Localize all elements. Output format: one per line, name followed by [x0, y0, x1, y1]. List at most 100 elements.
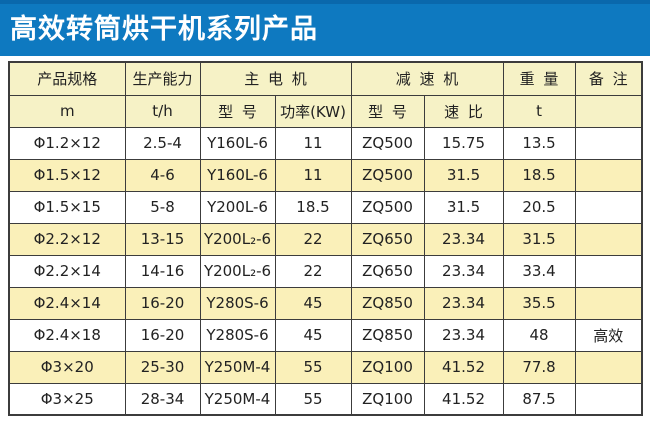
product-spec-table: 产品规格 生产能力主 电 机减 速 机重 量备 注 m t/h 型 号功率(KW) 型 …	[8, 61, 644, 416]
table-cell: 41.52	[423, 350, 504, 384]
table-cell: Φ1.5×12	[8, 158, 126, 192]
table-cell	[574, 126, 643, 160]
table-row: Φ2.2×14 14-16 Y200L₂-6 22 ZQ650 23.34 33.4	[8, 254, 643, 288]
table-cell: 高效	[574, 318, 643, 352]
table-cell: 11	[274, 158, 352, 192]
table-cell: Y200L-6	[199, 190, 276, 224]
table-cell: ZQ650	[350, 222, 425, 256]
table-cell: 22	[274, 254, 352, 288]
table-cell: 31.5	[423, 158, 504, 192]
table-cell	[574, 222, 643, 256]
table-row: Φ2.2×12 13-15 Y200L₂-6 22 ZQ650 23.34 31.5	[8, 222, 643, 256]
header-unit-cell: 速 比	[423, 94, 504, 128]
table-cell: 87.5	[502, 382, 576, 416]
table-cell: ZQ100	[350, 382, 425, 416]
table-cell: 14-16	[124, 254, 201, 288]
page-title: 高效转筒烘干机系列产品	[10, 13, 318, 45]
table-cell: 31.5	[423, 190, 504, 224]
table-cell: Φ3×25	[8, 382, 126, 416]
table-cell: Y160L-6	[199, 126, 276, 160]
table-body: Φ1.2×12 2.5-4 Y160L-6 11 ZQ500 15.75 13.5 Φ1.5×…	[8, 126, 643, 416]
table-cell: 55	[274, 350, 352, 384]
table-cell: 45	[274, 286, 352, 320]
table-cell: 23.34	[423, 222, 504, 256]
header-group-cell: 生产能力	[124, 61, 201, 96]
table-cell: ZQ850	[350, 286, 425, 320]
header-row-groups: 产品规格 生产能力主 电 机减 速 机重 量备 注	[8, 61, 643, 96]
table-cell: ZQ650	[350, 254, 425, 288]
table-cell: 5-8	[124, 190, 201, 224]
table-cell: 4-6	[124, 158, 201, 192]
table-cell: 23.34	[423, 318, 504, 352]
table-cell: 2.5-4	[124, 126, 201, 160]
table-cell: 15.75	[423, 126, 504, 160]
table-cell: 35.5	[502, 286, 576, 320]
table-cell	[574, 350, 643, 384]
table-cell: Y250M-4	[199, 350, 276, 384]
table-cell: 77.8	[502, 350, 576, 384]
table-cell	[574, 254, 643, 288]
table-cell: 18.5	[502, 158, 576, 192]
table-row: Φ3×25 28-34 Y250M-4 55 ZQ100 41.52 87.5	[8, 382, 643, 416]
table-cell: Y200L₂-6	[199, 254, 276, 288]
table-row: Φ1.5×15 5-8 Y200L-6 18.5 ZQ500 31.5 20.5	[8, 190, 643, 224]
table-cell: Y160L-6	[199, 158, 276, 192]
header-unit-cell: m	[8, 94, 126, 128]
table-cell: Y250M-4	[199, 382, 276, 416]
table-cell: Y280S-6	[199, 318, 276, 352]
header-unit-cell: t	[502, 94, 576, 128]
header-group-cell: 减 速 机	[350, 61, 504, 96]
table-row: Φ1.5×12 4-6 Y160L-6 11 ZQ500 31.5 18.5	[8, 158, 643, 192]
table-cell: 18.5	[274, 190, 352, 224]
table-cell: 48	[502, 318, 576, 352]
header-unit-cell	[574, 94, 643, 128]
table-cell: ZQ500	[350, 158, 425, 192]
table-cell: Y280S-6	[199, 286, 276, 320]
table-cell: 16-20	[124, 286, 201, 320]
table-cell: 23.34	[423, 286, 504, 320]
table-row: Φ2.4×18 16-20 Y280S-6 45 ZQ850 23.34 48 高效	[8, 318, 643, 352]
table-row: Φ3×20 25-30 Y250M-4 55 ZQ100 41.52 77.8	[8, 350, 643, 384]
table-cell: Y200L₂-6	[199, 222, 276, 256]
table-cell: 28-34	[124, 382, 201, 416]
table-row: Φ1.2×12 2.5-4 Y160L-6 11 ZQ500 15.75 13.5	[8, 126, 643, 160]
table-cell: Φ2.4×14	[8, 286, 126, 320]
table-header: 产品规格 生产能力主 电 机减 速 机重 量备 注 m t/h 型 号功率(KW) 型 …	[8, 61, 643, 128]
table-cell: 41.52	[423, 382, 504, 416]
table-cell: 31.5	[502, 222, 576, 256]
header-unit-cell: 型 号	[350, 94, 425, 128]
table-cell: 45	[274, 318, 352, 352]
table-cell: Φ1.2×12	[8, 126, 126, 160]
table-cell: 13.5	[502, 126, 576, 160]
table-cell: ZQ500	[350, 126, 425, 160]
table-cell: 33.4	[502, 254, 576, 288]
table-cell: Φ1.5×15	[8, 190, 126, 224]
header-group-cell: 主 电 机	[199, 61, 352, 96]
table-cell: Φ2.2×12	[8, 222, 126, 256]
spec-table-wrap: 产品规格 生产能力主 电 机减 速 机重 量备 注 m t/h 型 号功率(KW) 型 …	[8, 61, 650, 416]
header-unit-cell: 型 号	[199, 94, 276, 128]
table-cell: Φ3×20	[8, 350, 126, 384]
table-cell: 25-30	[124, 350, 201, 384]
header-unit-cell: t/h	[124, 94, 201, 128]
table-cell: ZQ100	[350, 350, 425, 384]
table-cell	[574, 286, 643, 320]
table-cell	[574, 382, 643, 416]
table-cell	[574, 158, 643, 192]
header-group-cell: 备 注	[574, 61, 643, 96]
title-banner: 高效转筒烘干机系列产品	[0, 0, 650, 56]
table-cell: 55	[274, 382, 352, 416]
table-cell: 23.34	[423, 254, 504, 288]
table-cell	[574, 190, 643, 224]
table-cell: Φ2.2×14	[8, 254, 126, 288]
table-cell: 22	[274, 222, 352, 256]
header-group-cell: 重 量	[502, 61, 576, 96]
table-cell: 13-15	[124, 222, 201, 256]
table-cell: 11	[274, 126, 352, 160]
header-unit-cell: 功率(KW)	[274, 94, 352, 128]
table-row: Φ2.4×14 16-20 Y280S-6 45 ZQ850 23.34 35.5	[8, 286, 643, 320]
header-group-cell: 产品规格	[8, 61, 126, 96]
table-cell: 20.5	[502, 190, 576, 224]
table-cell: 16-20	[124, 318, 201, 352]
